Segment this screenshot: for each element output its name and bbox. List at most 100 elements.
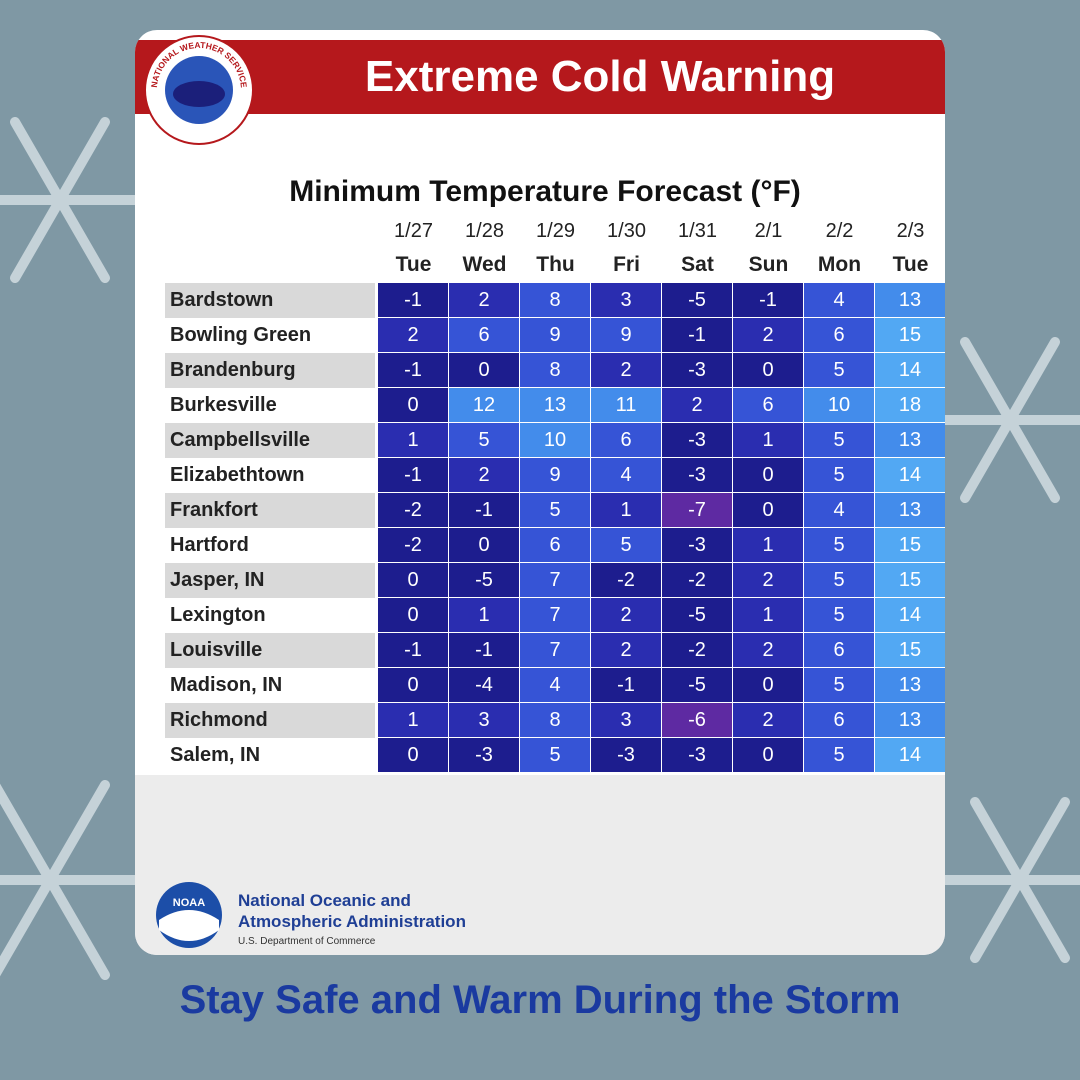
city-name: Madison, IN: [165, 668, 375, 703]
temperature-cell: -3: [662, 458, 733, 493]
temperature-cell: 5: [804, 353, 875, 388]
temperature-cell: 14: [875, 598, 945, 633]
column-date: 2/3: [896, 220, 925, 242]
temperature-cell: 2: [449, 283, 520, 318]
temperature-cell: 13: [875, 283, 945, 318]
noaa-logo-text: NOAA: [173, 897, 205, 909]
temperature-cell: -6: [662, 703, 733, 738]
temperature-cell: 8: [520, 353, 591, 388]
temperature-cell: 2: [591, 633, 662, 668]
temperature-cell: 2: [733, 703, 804, 738]
temperature-cell: 0: [378, 388, 449, 423]
temperature-cell: 5: [804, 458, 875, 493]
column-day: Thu: [536, 253, 575, 276]
title: Extreme Cold Warning: [364, 52, 836, 101]
temperature-cell: -3: [662, 738, 733, 773]
temperature-cell: -1: [378, 283, 449, 318]
temperature-cell: 2: [733, 563, 804, 598]
temperature-cell: 6: [804, 633, 875, 668]
temperature-cell: 5: [804, 528, 875, 563]
temperature-cell: -1: [378, 633, 449, 668]
temperature-cell: -3: [662, 353, 733, 388]
tagline: Stay Safe and Warm During the Storm: [179, 978, 901, 1022]
column-day: Mon: [817, 253, 862, 276]
column-date: 1/29: [536, 220, 575, 242]
city-name: Salem, IN: [165, 738, 375, 773]
temperature-cell: 9: [520, 318, 591, 353]
temperature-cell: 2: [591, 353, 662, 388]
temperature-cell: 2: [378, 318, 449, 353]
column-day: Sun: [748, 253, 789, 276]
temperature-cell: 15: [875, 633, 945, 668]
temperature-cell: -2: [378, 493, 449, 528]
temperature-cell: 1: [591, 493, 662, 528]
temperature-cell: 0: [378, 598, 449, 633]
temperature-cell: -5: [449, 563, 520, 598]
temperature-cell: 0: [449, 528, 520, 563]
column-day: Sat: [681, 253, 714, 276]
temperature-cell: 6: [804, 703, 875, 738]
city-name: Richmond: [165, 703, 375, 738]
temperature-cell: 8: [520, 703, 591, 738]
temperature-cell: 5: [804, 738, 875, 773]
temperature-cell: 4: [804, 493, 875, 528]
city-name: Bardstown: [165, 283, 375, 318]
temperature-cell: 9: [520, 458, 591, 493]
temperature-cell: 1: [378, 703, 449, 738]
temperature-cell: 10: [804, 388, 875, 423]
header-band: [135, 40, 945, 114]
temperature-cell: -1: [378, 458, 449, 493]
nws-logo: NATIONAL WEATHER SERVICE: [144, 35, 254, 145]
temperature-cell: 2: [449, 458, 520, 493]
temperature-cell: -3: [591, 738, 662, 773]
temperature-cell: 2: [733, 633, 804, 668]
city-name: Jasper, IN: [165, 563, 375, 598]
city-name: Bowling Green: [165, 318, 375, 353]
temperature-cell: 0: [378, 738, 449, 773]
org-name: National Oceanic and: [238, 891, 411, 910]
temperature-cell: 6: [449, 318, 520, 353]
temperature-cell: 7: [520, 598, 591, 633]
temperature-cell: 7: [520, 633, 591, 668]
temperature-cell: 1: [378, 423, 449, 458]
temperature-cell: 1: [449, 598, 520, 633]
column-date: 2/2: [825, 220, 854, 242]
temperature-cell: 0: [733, 738, 804, 773]
temperature-cell: 15: [875, 528, 945, 563]
temperature-cell: 3: [591, 283, 662, 318]
city-name: Louisville: [165, 633, 375, 668]
temperature-cell: 1: [733, 598, 804, 633]
temperature-cell: -2: [378, 528, 449, 563]
temperature-cell: 5: [520, 493, 591, 528]
temperature-cell: 14: [875, 458, 945, 493]
temperature-cell: 3: [449, 703, 520, 738]
temperature-cell: 13: [875, 423, 945, 458]
temperature-cell: -2: [662, 563, 733, 598]
temperature-cell: 5: [804, 563, 875, 598]
temperature-cell: 15: [875, 563, 945, 598]
table-title: Minimum Temperature Forecast (°F): [289, 175, 801, 208]
temperature-cell: 4: [804, 283, 875, 318]
temperature-cell: 3: [591, 703, 662, 738]
city-name: Lexington: [165, 598, 375, 633]
temperature-cell: -5: [662, 668, 733, 703]
temperature-cell: -1: [449, 493, 520, 528]
temperature-cell: 0: [733, 458, 804, 493]
temperature-cell: -5: [662, 598, 733, 633]
column-date: 2/1: [754, 220, 783, 242]
temperature-cell: 0: [378, 668, 449, 703]
temperature-cell: 5: [449, 423, 520, 458]
temperature-cell: -3: [662, 528, 733, 563]
column-day: Tue: [892, 253, 929, 276]
footer-area: [135, 775, 945, 955]
temperature-cell: 18: [875, 388, 945, 423]
temperature-cell: -2: [662, 633, 733, 668]
temperature-cell: 4: [520, 668, 591, 703]
temperature-cell: 13: [875, 493, 945, 528]
column-date: 1/31: [678, 220, 717, 242]
temperature-cell: -1: [662, 318, 733, 353]
column-date: 1/28: [465, 220, 504, 242]
temperature-cell: 13: [875, 703, 945, 738]
